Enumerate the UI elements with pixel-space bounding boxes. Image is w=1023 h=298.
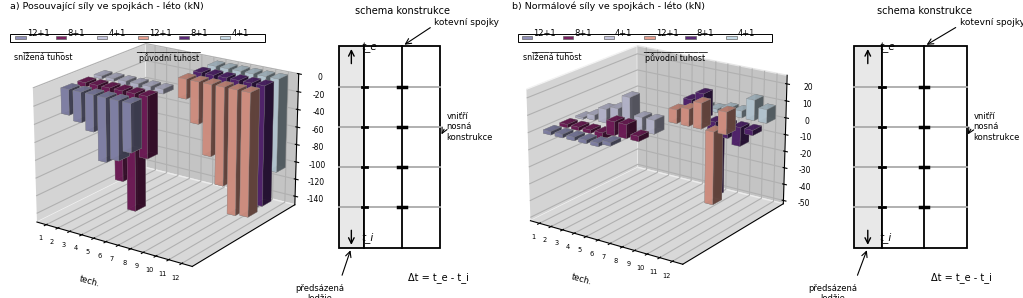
Text: 8+1: 8+1 <box>574 29 591 38</box>
Bar <box>339 46 364 248</box>
Text: schema konstrukce: schema konstrukce <box>355 6 450 16</box>
Text: předsázená
lodžie: předsázená lodžie <box>295 284 344 298</box>
X-axis label: tech.: tech. <box>571 273 593 287</box>
Text: 4+1: 4+1 <box>738 29 755 38</box>
Text: ─────────: ───────── <box>23 48 63 57</box>
X-axis label: tech.: tech. <box>79 274 101 289</box>
Text: 8+1: 8+1 <box>697 29 714 38</box>
Text: 12+1: 12+1 <box>533 29 555 38</box>
Text: 8+1: 8+1 <box>190 29 208 38</box>
Text: b) Normálové síly ve spojkách - léto (kN): b) Normálové síly ve spojkách - léto (kN… <box>512 1 705 11</box>
Text: t_i: t_i <box>361 232 373 243</box>
Text: 4+1: 4+1 <box>231 29 249 38</box>
Bar <box>853 46 882 248</box>
Bar <box>364 46 440 248</box>
Text: vniťří
nosná
konstrukce: vniťří nosná konstrukce <box>447 112 493 142</box>
Bar <box>882 46 967 248</box>
Text: předsázená
lodžie: předsázená lodžie <box>808 284 857 298</box>
Text: kotevní spojky: kotevní spojky <box>960 18 1023 27</box>
Text: původní tuhost: původní tuhost <box>646 53 705 63</box>
Text: Δt = t_e - t_i: Δt = t_e - t_i <box>408 272 470 283</box>
Text: snížená tuhost: snížená tuhost <box>13 53 73 62</box>
Text: původní tuhost: původní tuhost <box>139 53 198 63</box>
Text: 12+1: 12+1 <box>27 29 49 38</box>
Text: Δt = t_e - t_i: Δt = t_e - t_i <box>931 272 992 283</box>
Text: 4+1: 4+1 <box>108 29 126 38</box>
Text: ──────────────: ────────────── <box>136 48 202 57</box>
Text: t_e: t_e <box>879 43 895 53</box>
Text: 8+1: 8+1 <box>68 29 85 38</box>
Text: ──────────────: ────────────── <box>642 48 708 57</box>
Text: ─────────: ───────── <box>532 48 573 57</box>
Text: kotevní spojky: kotevní spojky <box>434 18 499 27</box>
Text: t_i: t_i <box>879 232 891 243</box>
Text: t_e: t_e <box>361 43 377 53</box>
Text: 4+1: 4+1 <box>615 29 632 38</box>
Text: 12+1: 12+1 <box>656 29 678 38</box>
Text: vniťří
nosná
konstrukce: vniťří nosná konstrukce <box>974 112 1020 142</box>
Text: a) Posouvající síly ve spojkách - léto (kN): a) Posouvající síly ve spojkách - léto (… <box>10 1 204 11</box>
Text: snížená tuhost: snížená tuhost <box>523 53 582 62</box>
Text: 12+1: 12+1 <box>149 29 172 38</box>
Text: schema konstrukce: schema konstrukce <box>877 6 972 16</box>
